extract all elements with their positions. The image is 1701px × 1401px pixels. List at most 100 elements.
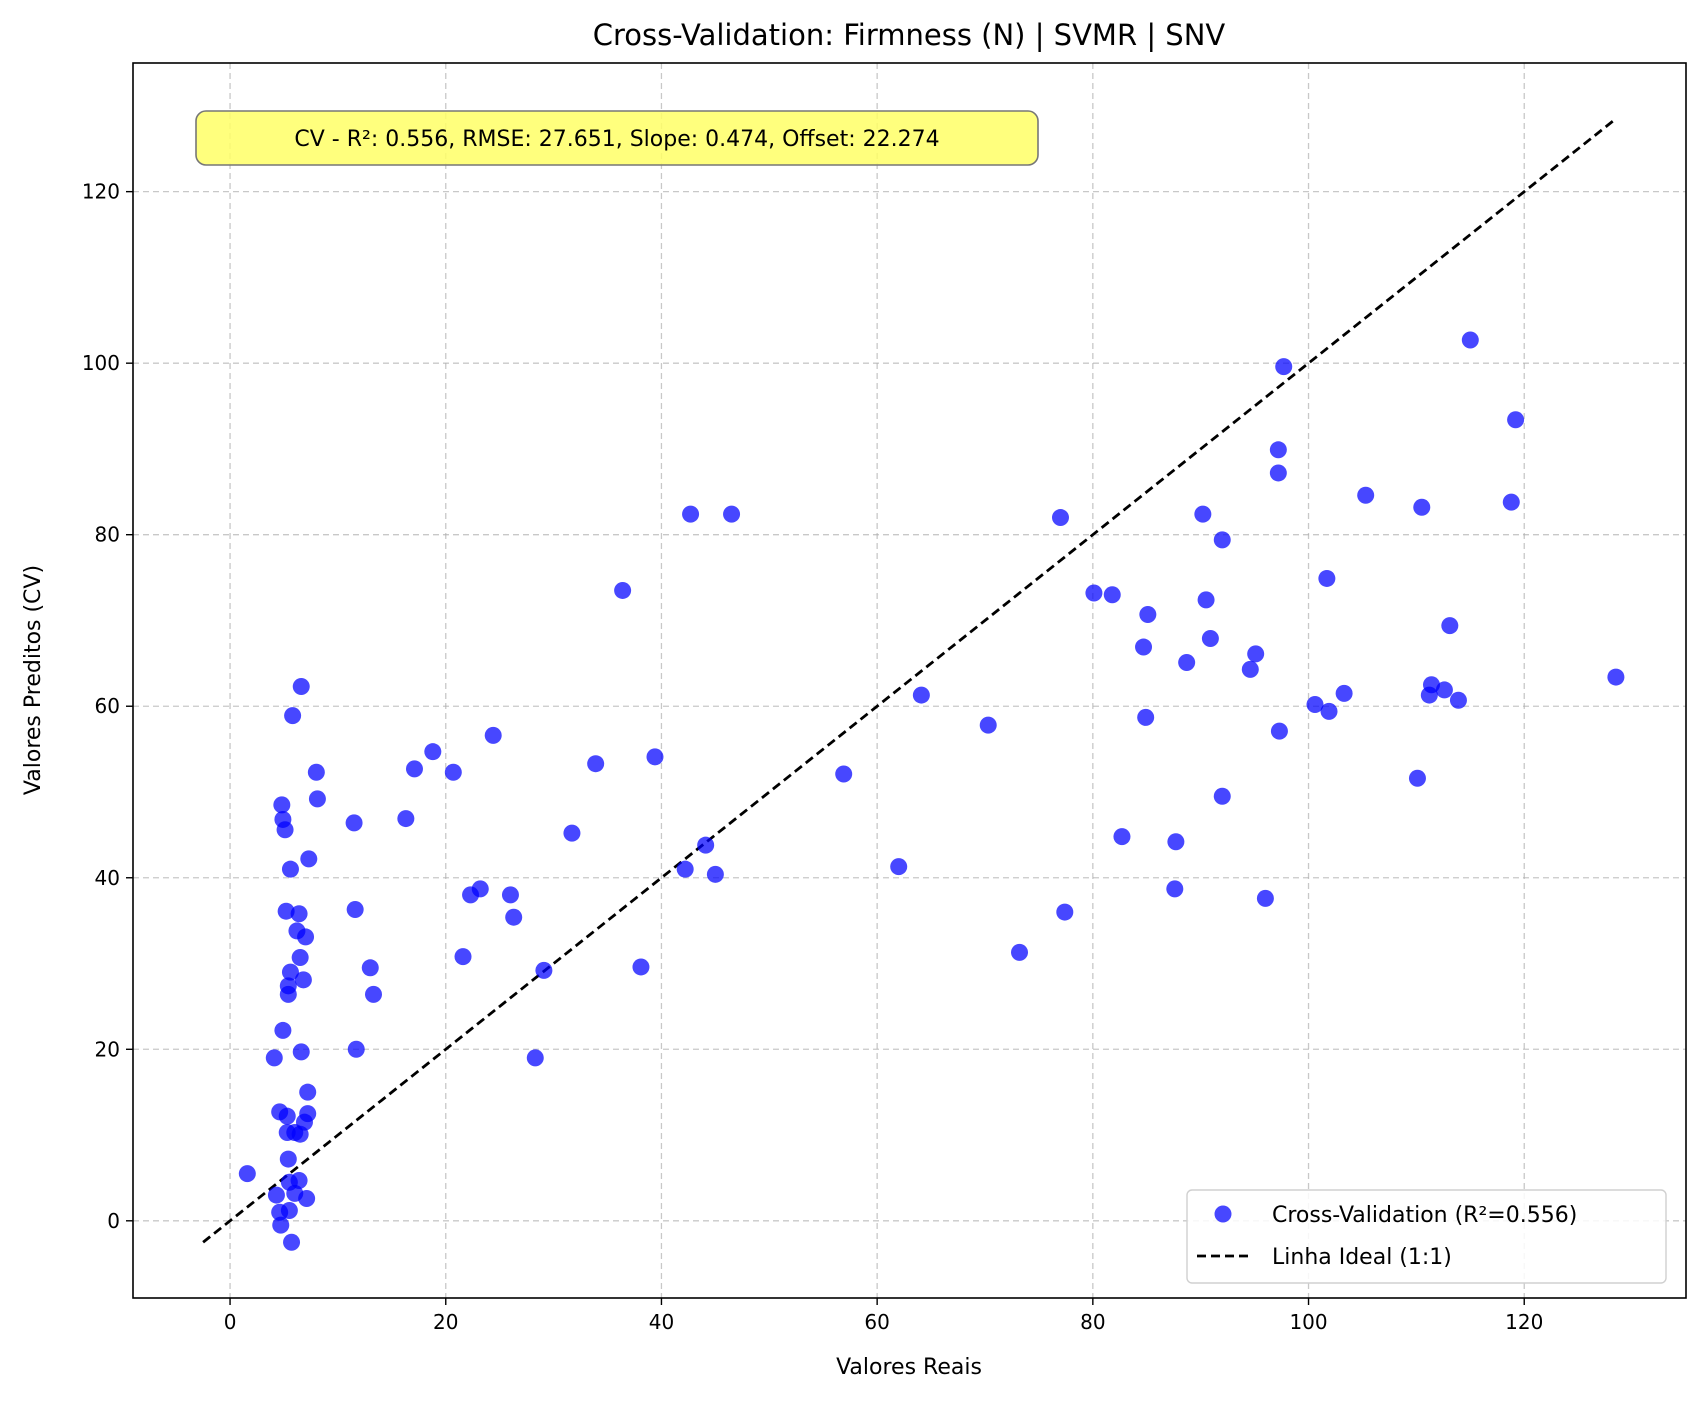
- x-axis-label: Valores Reais: [836, 1355, 982, 1380]
- scatter-point: [1269, 464, 1287, 482]
- scatter-point: [1435, 681, 1453, 699]
- scatter-point: [364, 985, 382, 1003]
- scatter-point: [1241, 660, 1259, 678]
- ideal-line: [202, 117, 1617, 1244]
- scatter-point: [614, 581, 632, 599]
- scatter-point: [1413, 498, 1431, 516]
- scatter-point: [280, 1173, 298, 1191]
- scatter-point: [563, 824, 581, 842]
- y-tick-label: 40: [95, 866, 120, 890]
- scatter-point: [1441, 617, 1459, 635]
- scatter-point: [676, 860, 694, 878]
- chart-title: Cross-Validation: Firmness (N) | SVMR | …: [593, 18, 1226, 52]
- scatter-point: [297, 928, 315, 946]
- y-tick-label: 100: [82, 351, 120, 375]
- y-tick-label: 60: [95, 694, 120, 718]
- scatter-point: [1422, 676, 1440, 694]
- y-axis-label: Valores Preditos (CV): [21, 565, 46, 795]
- scatter-point: [345, 814, 363, 832]
- scatter-point: [284, 707, 302, 725]
- scatter-point: [347, 1040, 365, 1058]
- scatter-point: [1306, 696, 1324, 714]
- scatter-point: [277, 902, 295, 920]
- scatter-point: [1320, 702, 1338, 720]
- scatter-point: [283, 1233, 301, 1251]
- stats-annotation-text: CV - R²: 0.556, RMSE: 27.651, Slope: 0.4…: [294, 127, 939, 152]
- scatter-point: [424, 743, 442, 761]
- legend-label-ideal-line: Linha Ideal (1:1): [1272, 1245, 1452, 1270]
- scatter-point: [454, 948, 472, 966]
- scatter-point: [1135, 638, 1153, 656]
- scatter-point: [299, 1083, 317, 1101]
- scatter-point: [1201, 629, 1219, 647]
- scatter-point: [979, 716, 997, 734]
- scatter-point: [300, 850, 318, 868]
- scatter-point: [1335, 684, 1353, 702]
- y-tick-label: 120: [82, 180, 120, 204]
- scatter-point: [1256, 889, 1274, 907]
- x-tick-label: 100: [1289, 1310, 1327, 1334]
- scatter-point: [279, 985, 297, 1003]
- legend-label-scatter: Cross-Validation (R²=0.556): [1272, 1203, 1577, 1228]
- scatter-point: [238, 1165, 256, 1183]
- scatter-point: [1085, 584, 1103, 602]
- scatter-point: [682, 505, 700, 523]
- x-tick-label: 20: [433, 1310, 458, 1334]
- scatter-point: [1502, 493, 1520, 511]
- scatter-point: [835, 765, 853, 783]
- legend: Cross-Validation (R²=0.556) Linha Ideal …: [1186, 1189, 1667, 1284]
- scatter-point: [1247, 645, 1265, 663]
- scatter-point: [1011, 943, 1029, 961]
- scatter-point: [1178, 653, 1196, 671]
- scatter-point: [1056, 903, 1074, 921]
- scatter-point: [471, 880, 489, 898]
- scatter-point: [1197, 591, 1215, 609]
- scatter-point: [723, 505, 741, 523]
- scatter-point: [361, 959, 379, 977]
- scatter-point: [292, 1043, 310, 1061]
- scatter-point: [526, 1049, 544, 1067]
- scatter-point: [444, 763, 462, 781]
- axis-ticks: 0 20 40 60 80 100 120 0 20 40 60 80 100 120: [82, 180, 1544, 1334]
- scatter-point: [290, 905, 308, 923]
- scatter-point: [912, 686, 930, 704]
- scatter-point: [484, 726, 502, 744]
- scatter-point: [697, 836, 715, 854]
- scatter-point: [274, 1021, 292, 1039]
- scatter-point: [405, 760, 423, 778]
- scatter-point: [1213, 787, 1231, 805]
- x-tick-label: 80: [1080, 1310, 1105, 1334]
- scatter-point: [1357, 486, 1375, 504]
- scatter-point: [267, 1186, 285, 1204]
- scatter-point: [280, 1202, 298, 1220]
- scatter-point: [276, 821, 294, 839]
- scatter-point: [632, 958, 650, 976]
- scatter-point: [1461, 331, 1479, 349]
- scatter-point: [1167, 833, 1185, 851]
- scatter-point: [294, 971, 312, 989]
- plot-frame: [132, 62, 1687, 1299]
- scatter-point: [298, 1190, 316, 1208]
- scatter-point: [1507, 411, 1525, 429]
- scatter-point: [505, 908, 523, 926]
- scatter-point: [1213, 531, 1231, 549]
- scatter-point: [1137, 708, 1155, 726]
- scatter-point: [1113, 828, 1131, 846]
- scatter-point: [292, 678, 310, 696]
- scatter-point: [501, 886, 519, 904]
- y-tick-label: 20: [95, 1037, 120, 1061]
- scatter-point: [1318, 569, 1336, 587]
- y-tick-label: 80: [95, 523, 120, 547]
- scatter-point: [273, 796, 291, 814]
- scatter-point: [281, 860, 299, 878]
- scatter-point: [1051, 509, 1069, 527]
- scatter-point: [1275, 358, 1293, 376]
- scatter-point: [308, 790, 326, 808]
- x-tick-label: 120: [1505, 1310, 1543, 1334]
- y-tick-label: 0: [107, 1209, 120, 1233]
- scatter-point: [1607, 668, 1625, 686]
- legend-marker-scatter: [1214, 1205, 1232, 1223]
- stats-annotation-box: [195, 110, 1039, 166]
